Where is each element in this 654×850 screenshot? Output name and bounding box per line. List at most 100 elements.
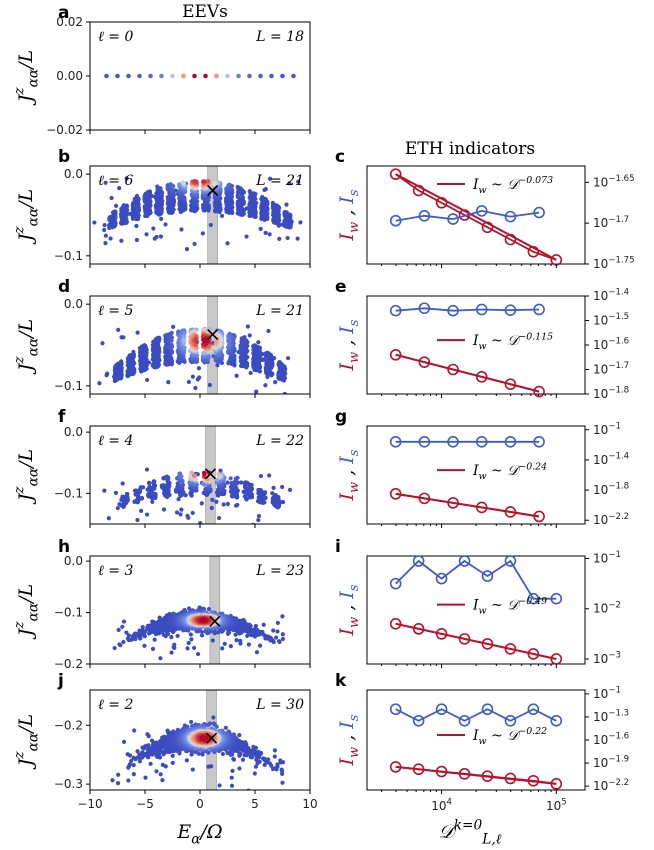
energy-window xyxy=(207,166,218,264)
eev-point xyxy=(207,484,212,489)
eev-point xyxy=(209,505,214,511)
eev-point xyxy=(271,485,276,490)
eev-point xyxy=(275,620,280,626)
eev-point xyxy=(219,213,225,218)
eev-point xyxy=(280,499,286,505)
eev-point xyxy=(169,330,174,336)
eev-point xyxy=(182,181,187,186)
eev-point xyxy=(215,363,220,368)
eev-point xyxy=(297,396,301,400)
eev-point xyxy=(159,216,164,221)
eev-point xyxy=(286,356,291,361)
eev-point xyxy=(179,478,185,483)
eev-point xyxy=(192,473,197,478)
eev-point xyxy=(108,236,113,241)
panel-label-d: d xyxy=(58,277,70,297)
eev-point xyxy=(247,73,252,79)
y-tick-label: −0.1 xyxy=(54,379,83,393)
eev-point xyxy=(191,645,197,651)
ell-label: ℓ = 6 xyxy=(98,173,133,189)
eev-point xyxy=(247,189,252,194)
eev-point xyxy=(116,627,121,632)
eev-point xyxy=(171,183,176,189)
eev-point xyxy=(198,520,203,524)
eev-point xyxy=(131,349,136,355)
ell-label: ℓ = 4 xyxy=(98,433,133,449)
eev-point xyxy=(251,191,257,196)
ell-label: ℓ = 5 xyxy=(98,303,133,319)
eev-point xyxy=(193,477,198,482)
eev-point xyxy=(291,73,296,79)
eev-point xyxy=(115,506,120,511)
eev-point xyxy=(220,646,225,651)
eev-point xyxy=(179,507,184,512)
eev-point xyxy=(147,189,152,194)
eev-point xyxy=(196,366,202,371)
eev-point xyxy=(270,200,275,206)
eev-point xyxy=(152,236,157,241)
eev-point xyxy=(226,338,231,343)
eev-point xyxy=(174,510,180,515)
ell-label: ℓ = 0 xyxy=(98,29,133,45)
eev-point xyxy=(125,492,130,497)
eev-point xyxy=(287,487,293,493)
eev-point xyxy=(251,344,256,349)
eev-point xyxy=(271,628,276,633)
eev-point xyxy=(140,625,145,630)
plot-area xyxy=(104,73,296,79)
eev-point xyxy=(120,481,125,486)
eev-point xyxy=(280,632,285,637)
eev-point xyxy=(234,503,239,508)
panel-label-f: f xyxy=(58,407,66,427)
y-tick-label: −0.1 xyxy=(54,249,83,263)
eev-point xyxy=(277,360,282,365)
eev-point xyxy=(126,73,131,79)
eev-point xyxy=(212,181,217,186)
eev-point xyxy=(260,194,265,200)
eev-point xyxy=(256,513,262,519)
eev-point xyxy=(100,341,105,346)
eev-point xyxy=(121,639,126,645)
eev-point xyxy=(166,380,171,385)
eev-point xyxy=(226,183,231,188)
eev-point xyxy=(235,184,240,190)
eev-point xyxy=(180,482,186,487)
eev-point xyxy=(239,339,244,344)
eev-point xyxy=(97,381,102,386)
eev-point xyxy=(170,73,175,79)
eev-point xyxy=(280,636,286,642)
y-axis-label: Jzαα/L xyxy=(11,189,41,245)
panel-label-h: h xyxy=(58,537,70,557)
y-tick-label: 0.0 xyxy=(64,425,83,439)
eev-point xyxy=(165,475,171,480)
eev-point xyxy=(263,383,268,388)
eev-point xyxy=(256,340,261,345)
eev-point xyxy=(184,247,190,252)
y-tick-label: 0.0 xyxy=(64,297,83,311)
energy-window xyxy=(209,556,221,664)
eev-point xyxy=(169,342,174,348)
eev-point xyxy=(235,193,240,198)
eev-point xyxy=(233,486,238,491)
eev-point xyxy=(244,234,249,239)
eev-point xyxy=(228,643,233,649)
eev-point xyxy=(201,350,206,356)
eev-point xyxy=(137,73,142,79)
eev-point xyxy=(275,629,280,634)
eev-point xyxy=(238,641,243,646)
eev-point xyxy=(135,330,140,335)
right-column-title: ETH indicators xyxy=(405,139,535,159)
eev-point xyxy=(185,646,190,651)
eev-point xyxy=(118,643,123,648)
eev-point xyxy=(273,380,278,385)
eev-point xyxy=(115,73,120,79)
eev-point xyxy=(269,73,274,79)
eev-point xyxy=(144,467,150,472)
eev-point xyxy=(295,236,300,241)
eev-point xyxy=(171,324,176,329)
eev-point xyxy=(159,194,165,199)
eev-point xyxy=(179,474,184,479)
